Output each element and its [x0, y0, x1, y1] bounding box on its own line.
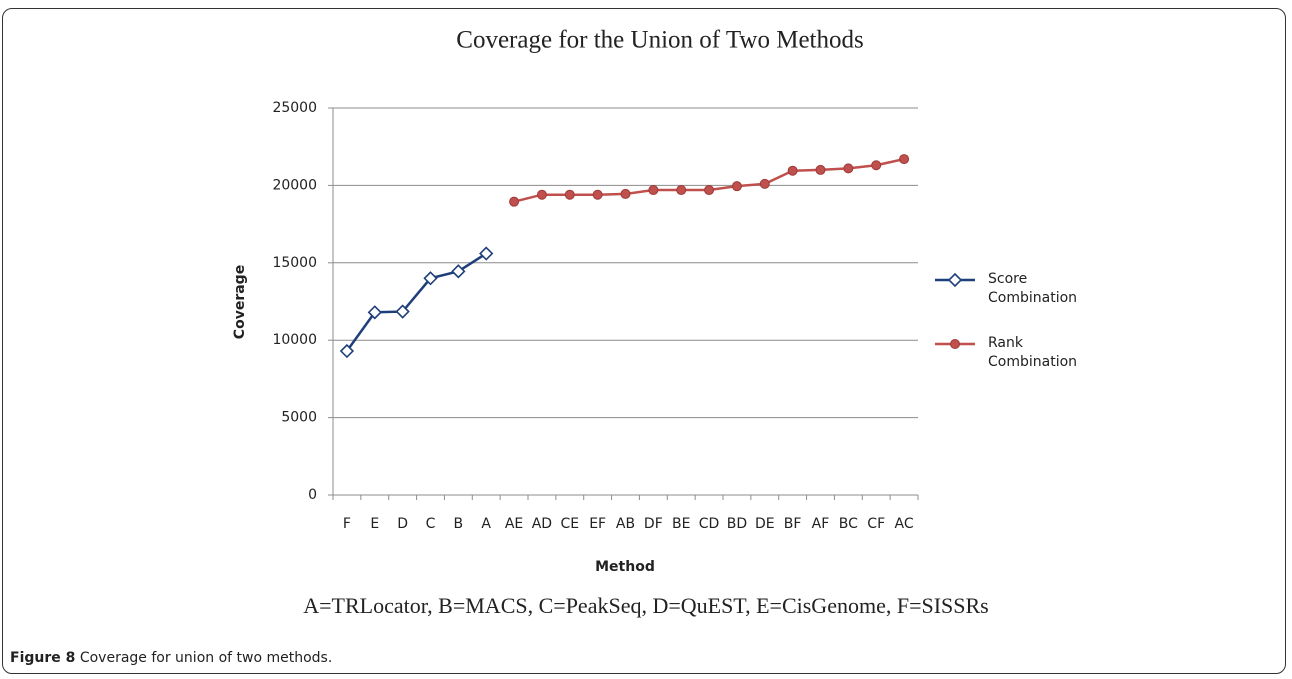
x-tick-label: BE — [672, 516, 690, 532]
point — [815, 164, 826, 175]
point — [947, 272, 963, 288]
y-tick-label: 15000 — [272, 255, 317, 271]
point — [843, 163, 854, 174]
point — [899, 154, 910, 165]
point — [367, 305, 382, 320]
x-tick-label: C — [426, 516, 436, 532]
point — [564, 189, 575, 200]
x-tick-label: AD — [532, 516, 552, 532]
y-tick-label: 5000 — [281, 410, 317, 426]
caption-label: Figure 8 — [10, 650, 76, 666]
point — [536, 189, 547, 200]
x-tick-label: AF — [812, 516, 830, 532]
y-tick-label: 25000 — [272, 100, 317, 116]
point — [676, 185, 687, 196]
x-tick-label: AE — [505, 516, 523, 532]
x-tick-label: CD — [699, 516, 720, 532]
legend-entry: Rank Combination — [988, 335, 1078, 370]
point — [704, 185, 715, 196]
x-tick-label: AB — [616, 516, 635, 532]
x-tick-label: DF — [644, 516, 663, 532]
point — [871, 160, 882, 171]
x-tick-label: D — [397, 516, 408, 532]
x-tick-label: EF — [589, 516, 606, 532]
x-tick-label: AC — [895, 516, 914, 532]
caption-text: Coverage for union of two methods. — [79, 650, 333, 666]
point — [479, 246, 494, 261]
figure-frame — [2, 8, 1286, 674]
chart-title: Coverage for the Union of Two Methods — [456, 27, 863, 54]
point — [423, 271, 438, 286]
x-tick-label: CF — [867, 516, 885, 532]
point — [648, 185, 659, 196]
y-tick-label: 10000 — [272, 332, 317, 348]
point — [451, 264, 466, 279]
x-tick-label: BF — [784, 516, 802, 532]
series-line — [345, 252, 487, 352]
x-axis-label: Method — [595, 559, 655, 575]
point — [509, 196, 520, 207]
x-tick-label: CE — [560, 516, 579, 532]
point — [395, 304, 410, 319]
point — [759, 178, 770, 189]
point — [620, 188, 631, 199]
x-tick-label: A — [481, 516, 491, 532]
point — [339, 343, 355, 359]
y-tick-label: 20000 — [272, 177, 317, 193]
point — [731, 181, 742, 192]
y-axis-label: Coverage — [232, 265, 248, 339]
caption: Figure 8 Coverage for union of two metho… — [10, 650, 332, 666]
point — [592, 189, 603, 200]
y-tick-label: 0 — [308, 487, 317, 503]
point — [950, 339, 960, 349]
x-tick-label: DE — [755, 516, 775, 532]
legend-entry: Score Combination — [988, 271, 1078, 306]
point — [787, 165, 798, 176]
x-tick-label: BC — [839, 516, 858, 532]
x-tick-label: BD — [727, 516, 747, 532]
x-tick-label: B — [454, 516, 464, 532]
x-tick-label: E — [370, 516, 379, 532]
x-tick-label: F — [343, 516, 351, 532]
key-note: A=TRLocator, B=MACS, C=PeakSeq, D=QuEST,… — [303, 593, 989, 618]
